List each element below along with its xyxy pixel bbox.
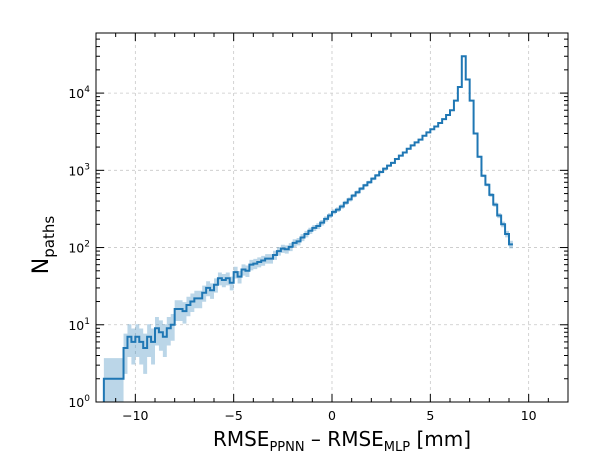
y-axis-label: Npaths bbox=[29, 216, 58, 275]
y-tick-label: 103 bbox=[68, 162, 90, 178]
x-tick-label: −10 bbox=[122, 408, 148, 423]
x-tick-label: 10 bbox=[521, 408, 537, 423]
x-tick-label: 0 bbox=[328, 408, 336, 423]
y-tick-label: 102 bbox=[68, 240, 90, 256]
tick-labels: −10 −5 0 5 10 100 101 102 103 104 bbox=[68, 85, 536, 423]
histogram-step bbox=[102, 55, 513, 402]
x-axis-label: RMSEPPNN – RMSEMLP [mm] bbox=[213, 427, 471, 455]
y-tick-label: 100 bbox=[68, 394, 90, 410]
x-tick-label: 5 bbox=[426, 408, 434, 423]
x-tick-label: −5 bbox=[224, 408, 242, 423]
histogram-line bbox=[102, 55, 513, 402]
error-band bbox=[103, 56, 513, 403]
uncertainty-band bbox=[103, 56, 513, 403]
y-tick-label: 101 bbox=[68, 317, 90, 333]
y-tick-label: 104 bbox=[68, 85, 90, 101]
axis-ticks bbox=[95, 32, 569, 403]
